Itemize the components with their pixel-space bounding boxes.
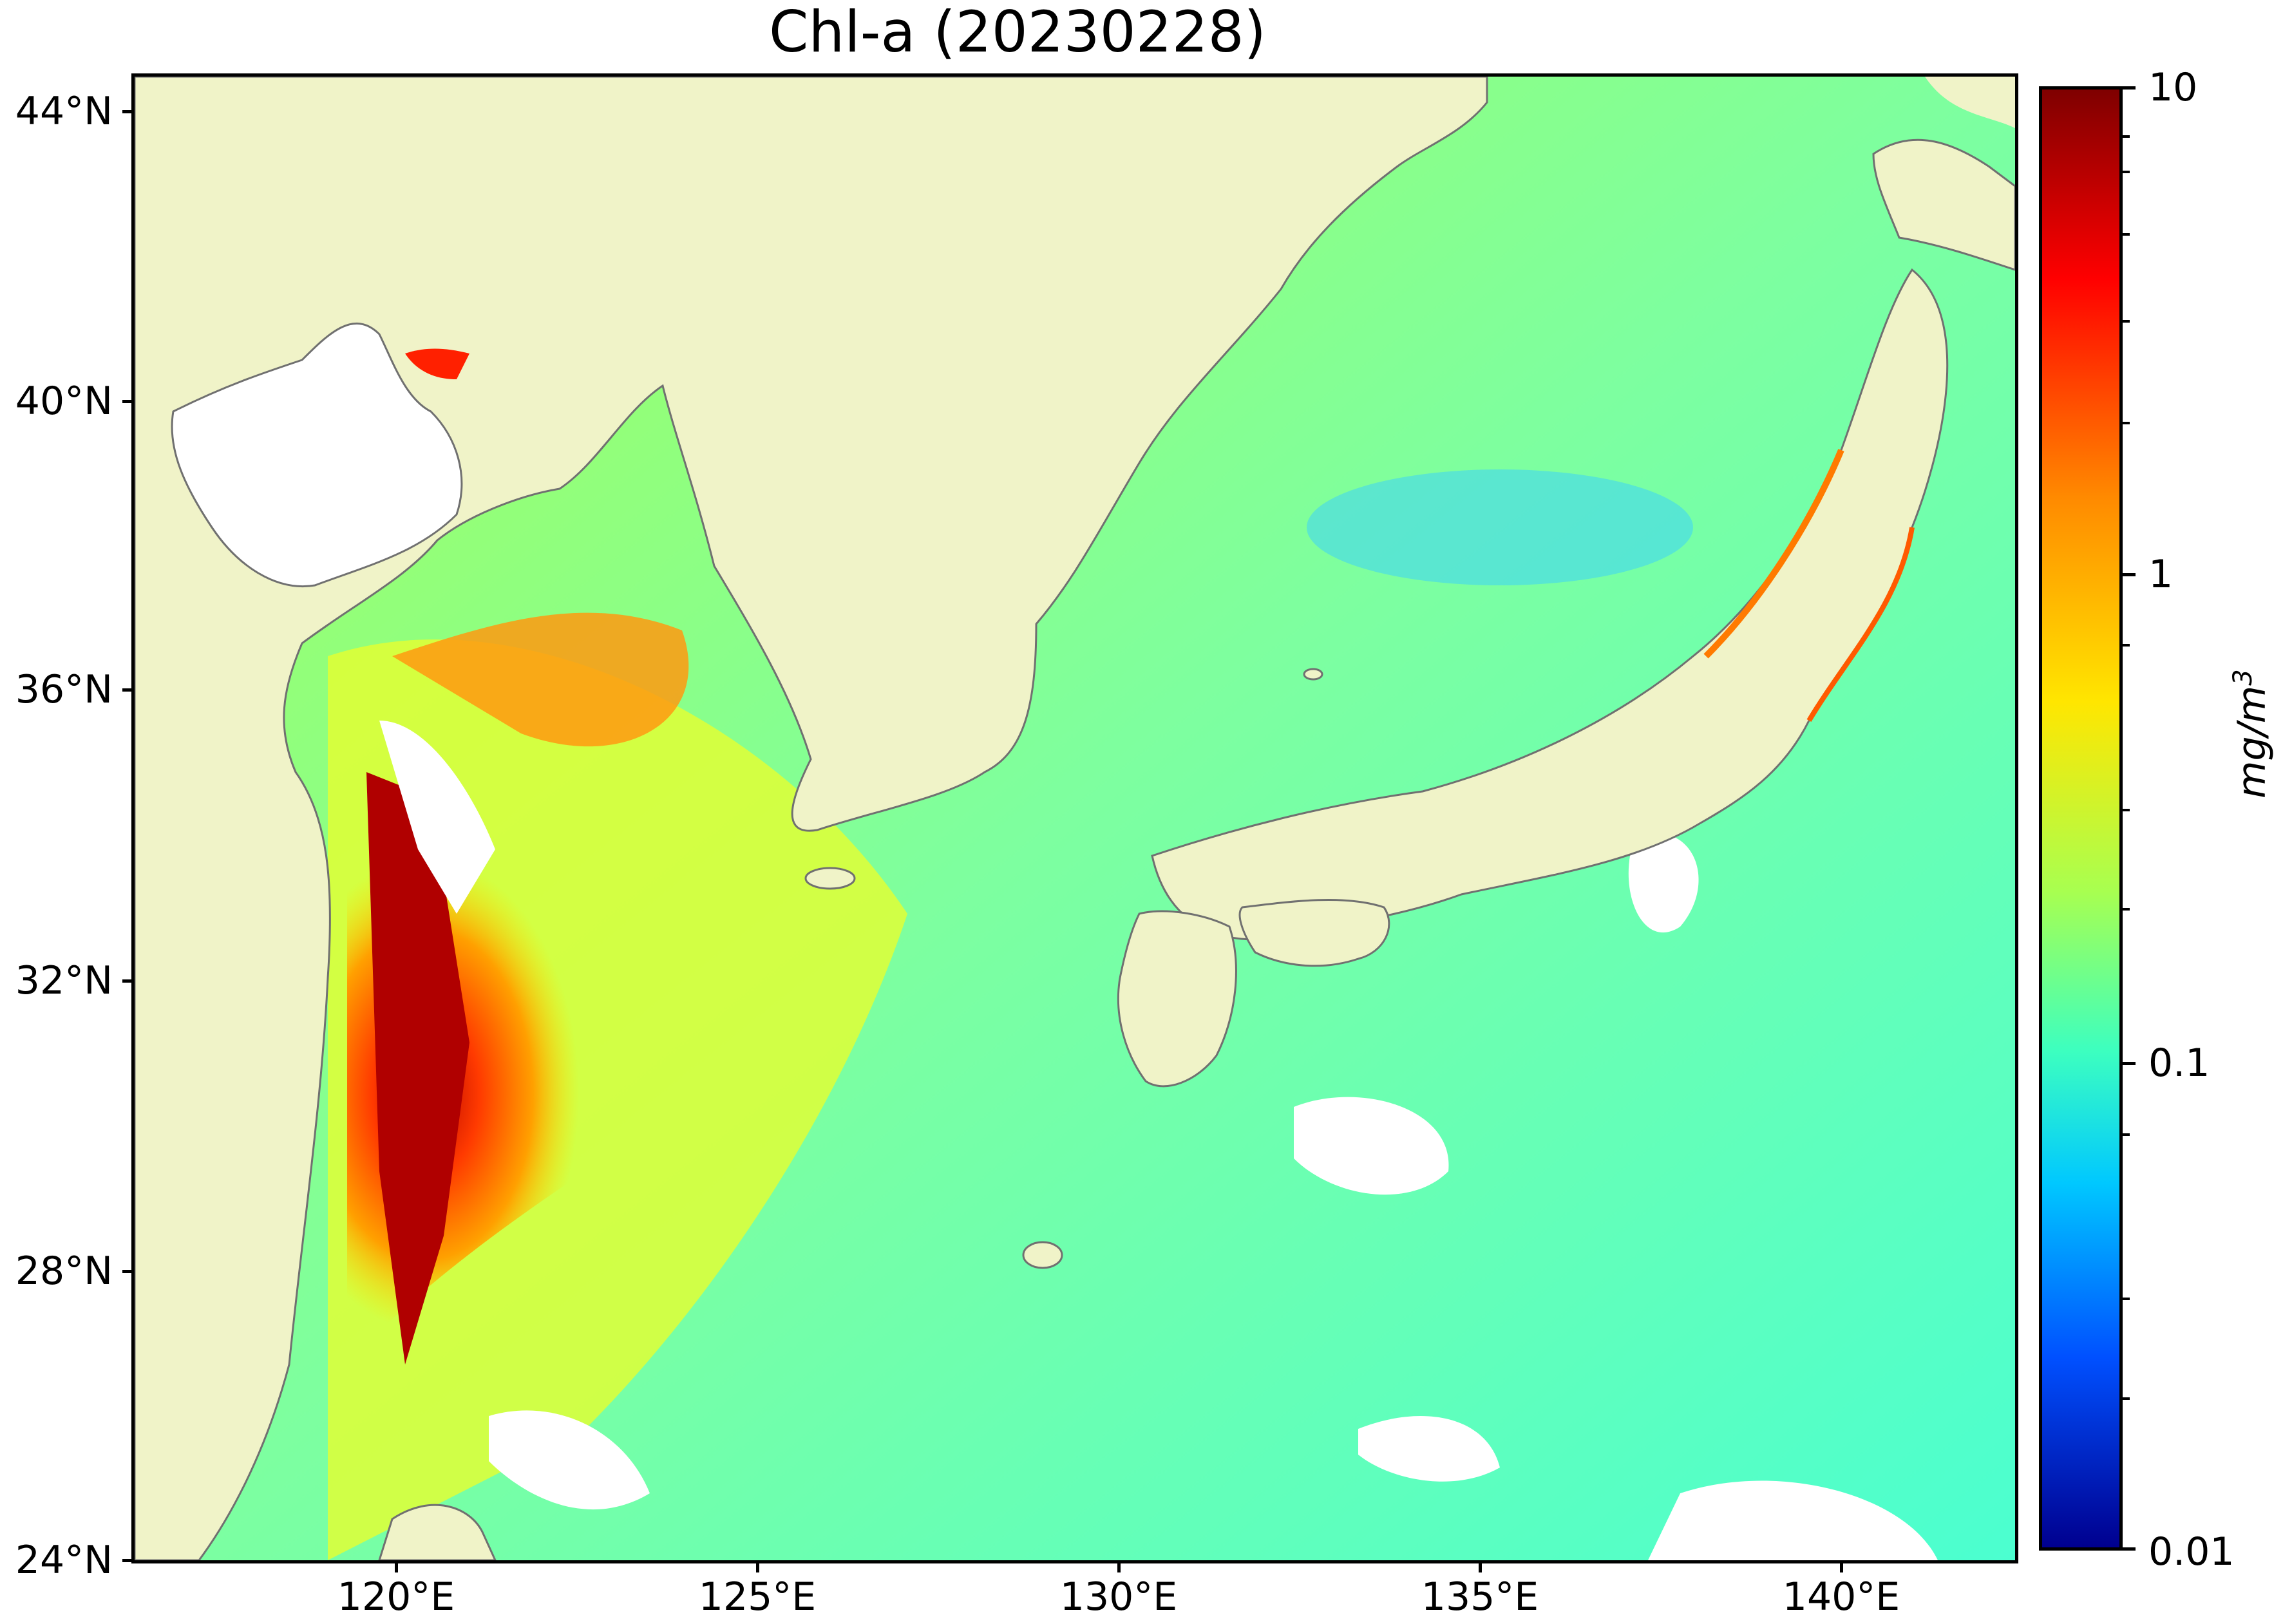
ytick-label-32N: 32°N — [15, 958, 113, 1003]
cbar-tick-0.1 — [2123, 1062, 2136, 1065]
no-data-china-coast — [379, 721, 495, 914]
oki-island — [1303, 668, 1323, 681]
cbar-minor-tick — [2123, 809, 2130, 811]
jeju-island — [804, 867, 856, 890]
colorbar — [2039, 86, 2123, 1551]
cbar-minor-tick — [2123, 135, 2130, 138]
cbar-minor-tick — [2123, 171, 2130, 173]
xtick-mark-140 — [1840, 1563, 1843, 1572]
japan-pacific-ribbon — [1806, 527, 1915, 722]
xtick-label-135E: 135°E — [1421, 1574, 1539, 1619]
ytick-mark-28 — [122, 1270, 131, 1273]
cbar-label-1: 1 — [2148, 552, 2174, 597]
cbar-minor-tick — [2123, 320, 2130, 323]
cbar-unit-text: mg/m — [2230, 685, 2275, 798]
cbar-tick-0.01 — [2123, 1547, 2136, 1551]
land-japan-shikoku — [1238, 898, 1390, 967]
xtick-mark-120 — [395, 1563, 398, 1572]
ytick-label-28N: 28°N — [15, 1249, 113, 1294]
xtick-mark-125 — [756, 1563, 759, 1572]
xtick-mark-135 — [1479, 1563, 1482, 1572]
cbar-minor-tick — [2123, 1133, 2130, 1136]
land-japan-honshu — [1151, 268, 1949, 941]
land-japan-hokkaido — [1872, 138, 2015, 271]
xtick-label-130E: 130°E — [1059, 1574, 1178, 1619]
sea-of-japan-low-chl — [1307, 469, 1693, 585]
cbar-minor-tick — [2123, 1298, 2130, 1300]
ytick-mark-24 — [122, 1559, 131, 1562]
ytick-mark-40 — [122, 400, 131, 403]
xtick-label-120E: 120°E — [337, 1574, 455, 1619]
xtick-label-125E: 125°E — [698, 1574, 817, 1619]
cbar-tick-10 — [2123, 86, 2136, 90]
ytick-mark-36 — [122, 688, 131, 692]
ytick-mark-44 — [122, 110, 131, 113]
bohai-bloom — [405, 348, 469, 379]
cloud-patch-5 — [489, 1410, 650, 1510]
japan-coastal-ribbon — [1703, 449, 1844, 659]
cloud-patch-1 — [1294, 1097, 1449, 1195]
ytick-label-44N: 44°N — [15, 89, 113, 134]
colorbar-unit-label: mg/m3 — [2228, 669, 2275, 798]
land-hokkaido-north — [1925, 77, 2015, 128]
cbar-label-0.01: 0.01 — [2148, 1529, 2235, 1574]
cbar-minor-tick — [2123, 422, 2130, 424]
cloud-patch-4 — [1628, 833, 1699, 933]
yellow-sea-bloom — [392, 612, 689, 747]
coastal-red-strip — [366, 772, 469, 1364]
land-taiwan — [378, 1504, 497, 1560]
ytick-label-24N: 24°N — [15, 1538, 113, 1583]
ytick-mark-32 — [122, 979, 131, 983]
figure-title: Chl-a (20230228) — [769, 0, 1266, 65]
xtick-label-140E: 140°E — [1782, 1574, 1900, 1619]
cloud-patch-3 — [1648, 1480, 1938, 1560]
okinawa-island — [1022, 1241, 1063, 1269]
cbar-tick-1 — [2123, 573, 2136, 576]
land-asia — [135, 77, 1488, 1560]
chlorophyll-map — [135, 77, 2015, 1560]
cbar-minor-tick — [2123, 233, 2130, 236]
cbar-minor-tick — [2123, 644, 2130, 647]
cbar-label-0.1: 0.1 — [2148, 1041, 2210, 1086]
cbar-label-10: 10 — [2148, 65, 2198, 110]
ytick-label-36N: 36°N — [15, 667, 113, 712]
bohai-no-data — [171, 322, 463, 587]
cbar-minor-tick — [2123, 1397, 2130, 1400]
xtick-mark-130 — [1117, 1563, 1121, 1572]
ytick-label-40N: 40°N — [15, 379, 113, 424]
map-panel — [131, 73, 2018, 1563]
cloud-patch-2 — [1358, 1416, 1500, 1482]
cbar-unit-exponent: 3 — [2228, 669, 2258, 686]
land-japan-kyushu — [1117, 910, 1237, 1088]
cbar-minor-tick — [2123, 908, 2130, 911]
